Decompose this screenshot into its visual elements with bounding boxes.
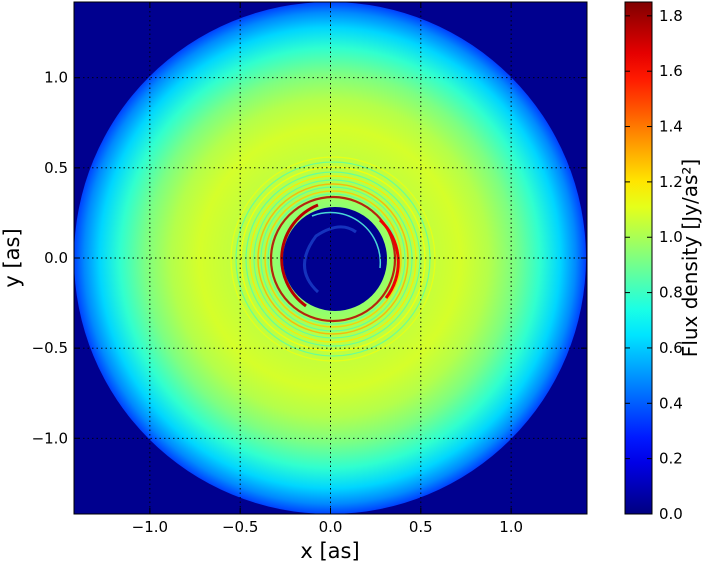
ripple-ring-2: [257, 183, 409, 335]
ripple-ring-4: [240, 166, 426, 352]
y-tick-label-1: −0.5: [32, 339, 68, 357]
grid: [74, 2, 587, 514]
colorbar-tick-label-3: 0.6: [659, 339, 683, 357]
colorbar-tick-label-6: 1.2: [659, 173, 683, 191]
x-axis-label: x [as]: [300, 539, 359, 563]
x-tick-label-2: 0.0: [319, 518, 343, 536]
colorbar-label: Flux density [Jy/as²]: [678, 159, 702, 357]
ripple-gap-2: [253, 179, 413, 339]
x-tick-label-0: −1.0: [132, 518, 168, 536]
plot-area: [74, 2, 587, 514]
y-tick-label-4: 1.0: [44, 69, 68, 87]
colorbar-fill: [624, 1, 653, 515]
colorbar-tick-label-9: 1.8: [659, 7, 683, 25]
ripple-gap-4: [235, 161, 431, 357]
x-axis-ticks: −1.0 −0.5 0.0 0.5 1.0: [132, 2, 523, 536]
ripple-gap-3: [245, 171, 421, 347]
x-tick-label-4: 1.0: [499, 518, 523, 536]
y-axis-label: y [as]: [0, 228, 24, 287]
ripple-ring-0: [269, 195, 397, 323]
colorbar-tick-label-5: 1.0: [659, 228, 683, 246]
x-tick-label-1: −0.5: [222, 518, 258, 536]
bright-crescent-left: [280, 203, 319, 308]
ripple-ring-5: [230, 156, 436, 362]
y-tick-label-3: 0.5: [44, 159, 68, 177]
ripple-gap-1: [260, 186, 406, 332]
x-tick-label-3: 0.5: [409, 518, 433, 536]
colorbar-tick-label-8: 1.6: [659, 62, 683, 80]
ring-group: [230, 156, 436, 362]
colorbar-tick-label-2: 0.4: [659, 394, 683, 412]
y-tick-label-2: 0.0: [44, 249, 68, 267]
ripple-ring-3: [249, 175, 417, 343]
colorbar-tick-label-1: 0.2: [659, 450, 683, 468]
y-tick-label-0: −1.0: [32, 429, 68, 447]
colorbar-ticks: 0.0 0.2 0.4 0.6 0.8 1.0 1.2 1.4 1.6 1.8: [625, 7, 683, 523]
colorbar-tick-label-4: 0.8: [659, 284, 683, 302]
inner-spiral: [303, 225, 357, 294]
colorbar-tick-label-0: 0.0: [659, 505, 683, 523]
cavity-edge-arc: [311, 211, 382, 269]
inner-cavity: [283, 207, 387, 311]
colorbar: 0.0 0.2 0.4 0.6 0.8 1.0 1.2 1.4 1.6 1.8 Flux dens…: [624, 1, 702, 523]
ripple-ring-1: [264, 190, 402, 328]
colorbar-tick-label-7: 1.4: [659, 118, 683, 136]
y-axis-ticks: −1.0 −0.5 0.0 0.5 1.0: [32, 69, 587, 447]
